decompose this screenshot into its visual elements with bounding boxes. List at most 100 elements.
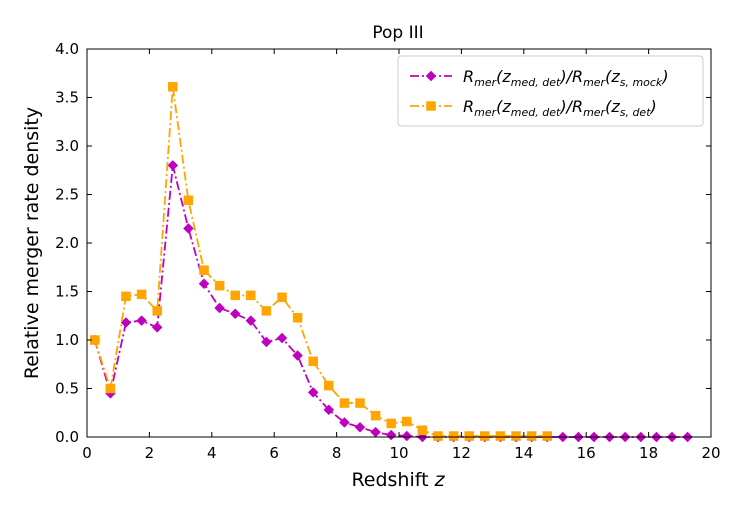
legend-label-part: mer [474, 106, 497, 119]
x-tick-label: 2 [145, 444, 155, 462]
legend-label-part: s, det [620, 106, 651, 119]
data-point [323, 404, 335, 416]
data-point [511, 431, 521, 441]
data-point [542, 431, 552, 441]
x-tick-label: 16 [577, 444, 596, 462]
legend-entry-2: Rmer(zmed, det)/Rmer(zs, det) [410, 97, 657, 119]
x-tick-label: 12 [452, 444, 471, 462]
legend-label-part: )/R [559, 67, 583, 86]
legend-label-part: mer [583, 76, 606, 89]
axis-ticks: 0 2 4 6 8 10 12 14 16 18 20 0.0 0.5 1.0 1.5 2.0 2.5 3.0 3.… [55, 40, 720, 462]
legend-label-part: mer [583, 106, 606, 119]
data-point [370, 410, 381, 421]
data-point [214, 302, 225, 314]
data-point [433, 431, 443, 441]
data-point [214, 280, 225, 291]
legend-label-part: mer [474, 76, 497, 89]
data-point [354, 421, 366, 433]
x-tick-label: 20 [701, 444, 720, 462]
y-tick-label: 3.5 [55, 89, 79, 107]
legend-label-part: (z [496, 97, 511, 116]
data-point [230, 290, 240, 301]
data-point [402, 416, 412, 427]
data-point [526, 431, 537, 441]
data-point [261, 336, 272, 348]
data-point [324, 380, 334, 391]
legend-label-part: med, det [511, 76, 561, 89]
data-point [183, 223, 194, 234]
legend-marker [425, 70, 437, 82]
y-tick-label: 0.5 [55, 380, 79, 398]
data-point [198, 278, 210, 290]
x-tick-label: 6 [269, 444, 279, 462]
x-tick-label: 0 [82, 444, 92, 462]
legend-label-part: R [463, 97, 474, 116]
data-point [277, 292, 287, 303]
data-point [151, 322, 163, 333]
data-point [152, 306, 162, 316]
data-point [480, 431, 490, 441]
data-point [136, 315, 147, 326]
legend-label-part: med, det [511, 106, 561, 119]
data-point [495, 431, 506, 441]
data-point [246, 290, 256, 301]
data-point [167, 160, 179, 171]
data-point [245, 315, 257, 326]
data-point [183, 195, 194, 206]
x-tick-label: 8 [332, 444, 342, 462]
data-point [229, 308, 241, 320]
x-tick-label: 10 [389, 444, 408, 462]
y-tick-label: 2.5 [55, 186, 79, 204]
legend-label-part: ) [650, 97, 657, 116]
data-point [308, 356, 318, 367]
x-axis-label: Redshift z [351, 469, 445, 491]
y-tick-label: 1.5 [55, 283, 79, 301]
y-tick-label: 3.0 [55, 137, 79, 155]
legend-label-part: )/R [559, 97, 583, 116]
legend-label-part: (z [605, 67, 620, 86]
data-point [401, 430, 413, 442]
data-point [339, 417, 350, 428]
data-point [199, 265, 209, 275]
data-point [307, 387, 319, 398]
data-point [168, 82, 178, 92]
y-tick-label: 0.0 [55, 428, 79, 446]
data-point [121, 291, 131, 302]
legend-label-part: R [463, 67, 474, 86]
x-tick-label: 14 [514, 444, 533, 462]
x-axis-label-variable: z [434, 469, 446, 491]
data-point [448, 431, 459, 441]
legend-label: Rmer(zmed, det)/Rmer(zs, mock) [463, 67, 669, 89]
legend-label-part: s, mock [620, 76, 663, 89]
legend-label-part: (z [605, 97, 620, 116]
legend: Rmer(zmed, det)/Rmer(zs, mock)Rmer(zmed,… [397, 55, 704, 127]
data-point [386, 418, 396, 429]
data-point [292, 312, 303, 323]
y-axis-label: Relative merger rate density [21, 107, 43, 379]
series-2 [90, 82, 552, 441]
data-point [276, 332, 288, 344]
data-point [355, 398, 365, 408]
data-point [417, 425, 428, 435]
legend-box [397, 55, 704, 127]
data-point [385, 429, 397, 441]
y-tick-label: 4.0 [55, 40, 79, 58]
data-point [339, 398, 350, 408]
x-tick-label: 18 [639, 444, 658, 462]
legend-entry-1: Rmer(zmed, det)/Rmer(zs, mock) [410, 67, 669, 89]
x-axis-label-text: Redshift [351, 469, 428, 491]
data-point [292, 350, 303, 361]
legend-label: Rmer(zmed, det)/Rmer(zs, det) [463, 97, 657, 119]
y-tick-label: 1.0 [55, 331, 79, 349]
data-point [136, 289, 147, 300]
data-point [464, 431, 474, 441]
legend-marker [426, 101, 436, 111]
legend-label-part: (z [496, 67, 511, 86]
data-point [261, 306, 272, 316]
legend-label-part: ) [661, 67, 668, 86]
data-point [105, 383, 116, 394]
chart-title: Pop III [372, 23, 423, 43]
x-tick-label: 4 [207, 444, 217, 462]
y-tick-label: 2.0 [55, 234, 79, 252]
